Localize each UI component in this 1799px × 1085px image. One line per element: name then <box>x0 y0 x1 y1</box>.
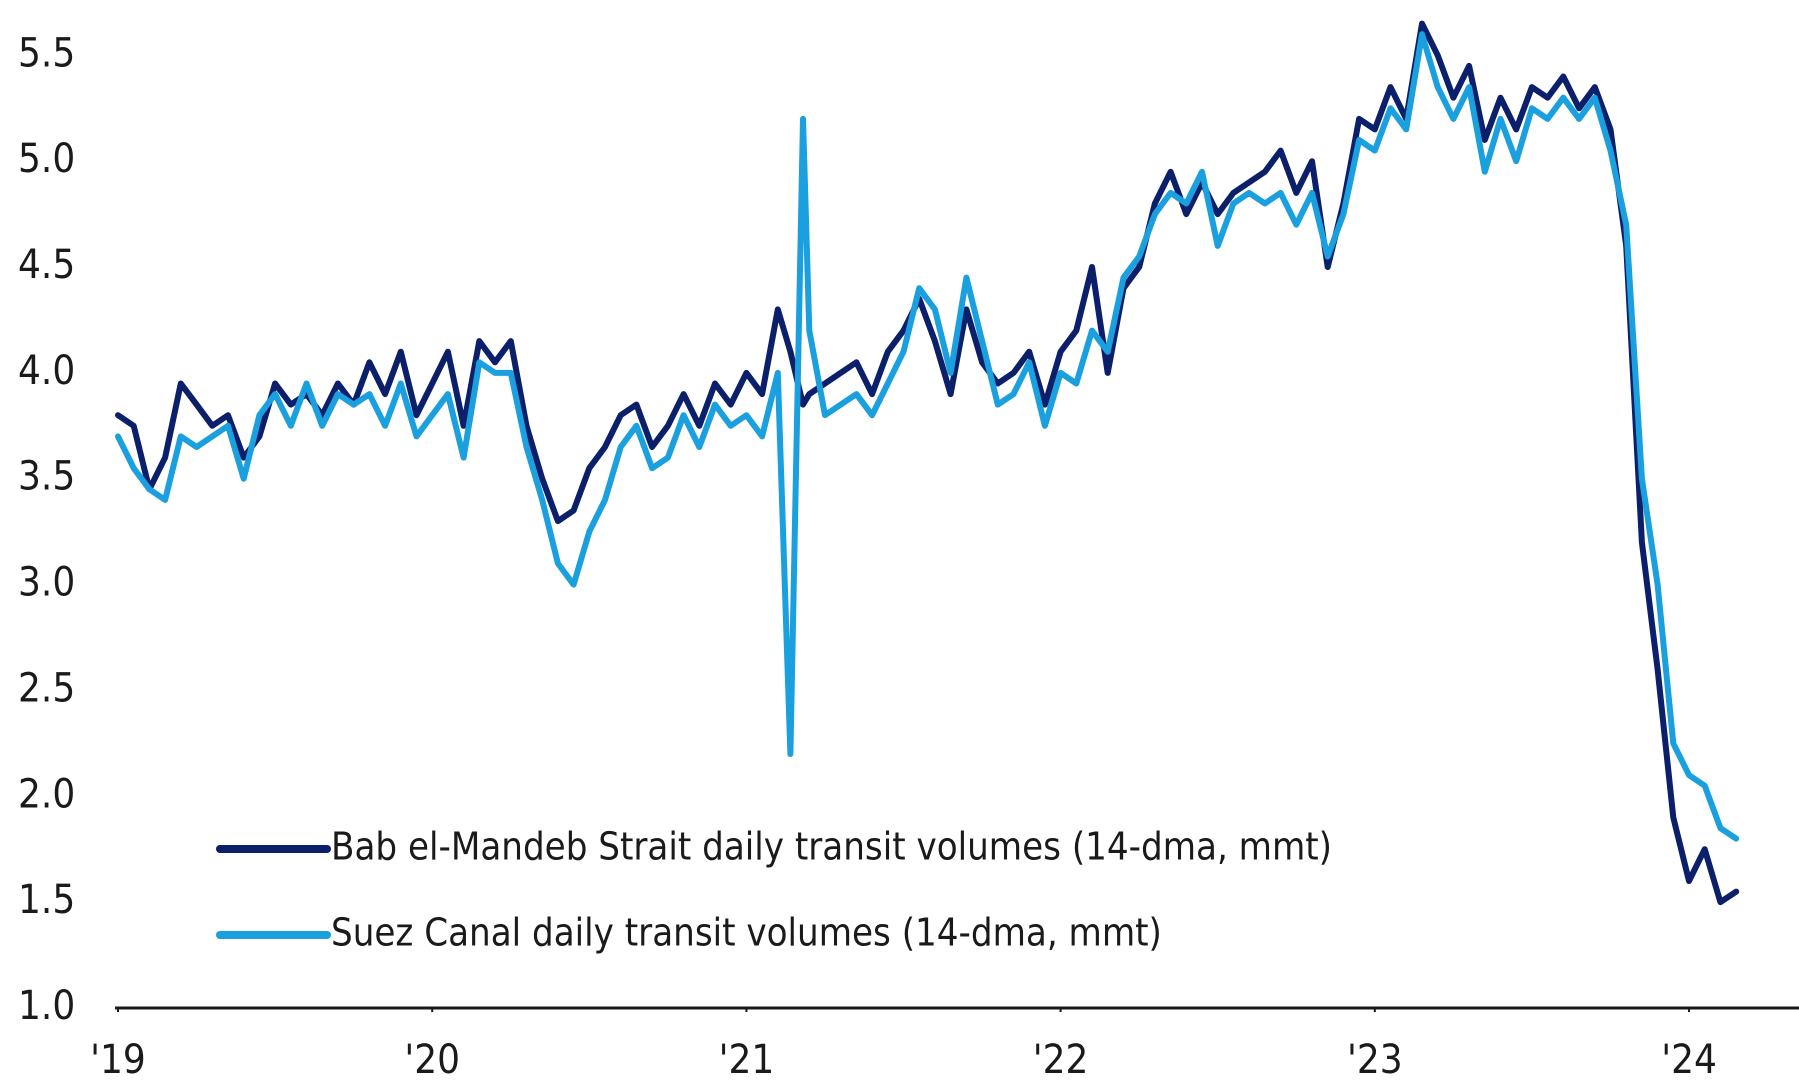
y-tick-label: 3.0 <box>18 560 75 606</box>
y-tick-label: 1.0 <box>18 983 75 1029</box>
y-tick-label: 2.0 <box>18 771 75 817</box>
y-tick-label: 1.5 <box>18 877 75 923</box>
y-tick-label: 5.5 <box>18 30 75 76</box>
x-tick-label: '24 <box>1661 1037 1717 1083</box>
legend-label: Bab el-Mandeb Strait daily transit volum… <box>331 825 1332 869</box>
legend-label: Suez Canal daily transit volumes (14-dma… <box>331 911 1162 955</box>
x-tick-label: '19 <box>90 1037 146 1083</box>
y-tick-label: 4.0 <box>18 348 75 394</box>
y-tick-label: 5.0 <box>18 136 75 182</box>
x-tick-label: '21 <box>719 1037 775 1083</box>
y-tick-label: 3.5 <box>18 454 75 500</box>
series-line <box>115 31 1740 842</box>
x-tick-label: '22 <box>1033 1037 1089 1083</box>
series-line <box>115 20 1740 906</box>
x-tick-label: '20 <box>404 1037 460 1083</box>
y-tick-label: 4.5 <box>18 242 75 288</box>
x-tick-label: '23 <box>1347 1037 1403 1083</box>
y-tick-label: 2.5 <box>18 665 75 711</box>
